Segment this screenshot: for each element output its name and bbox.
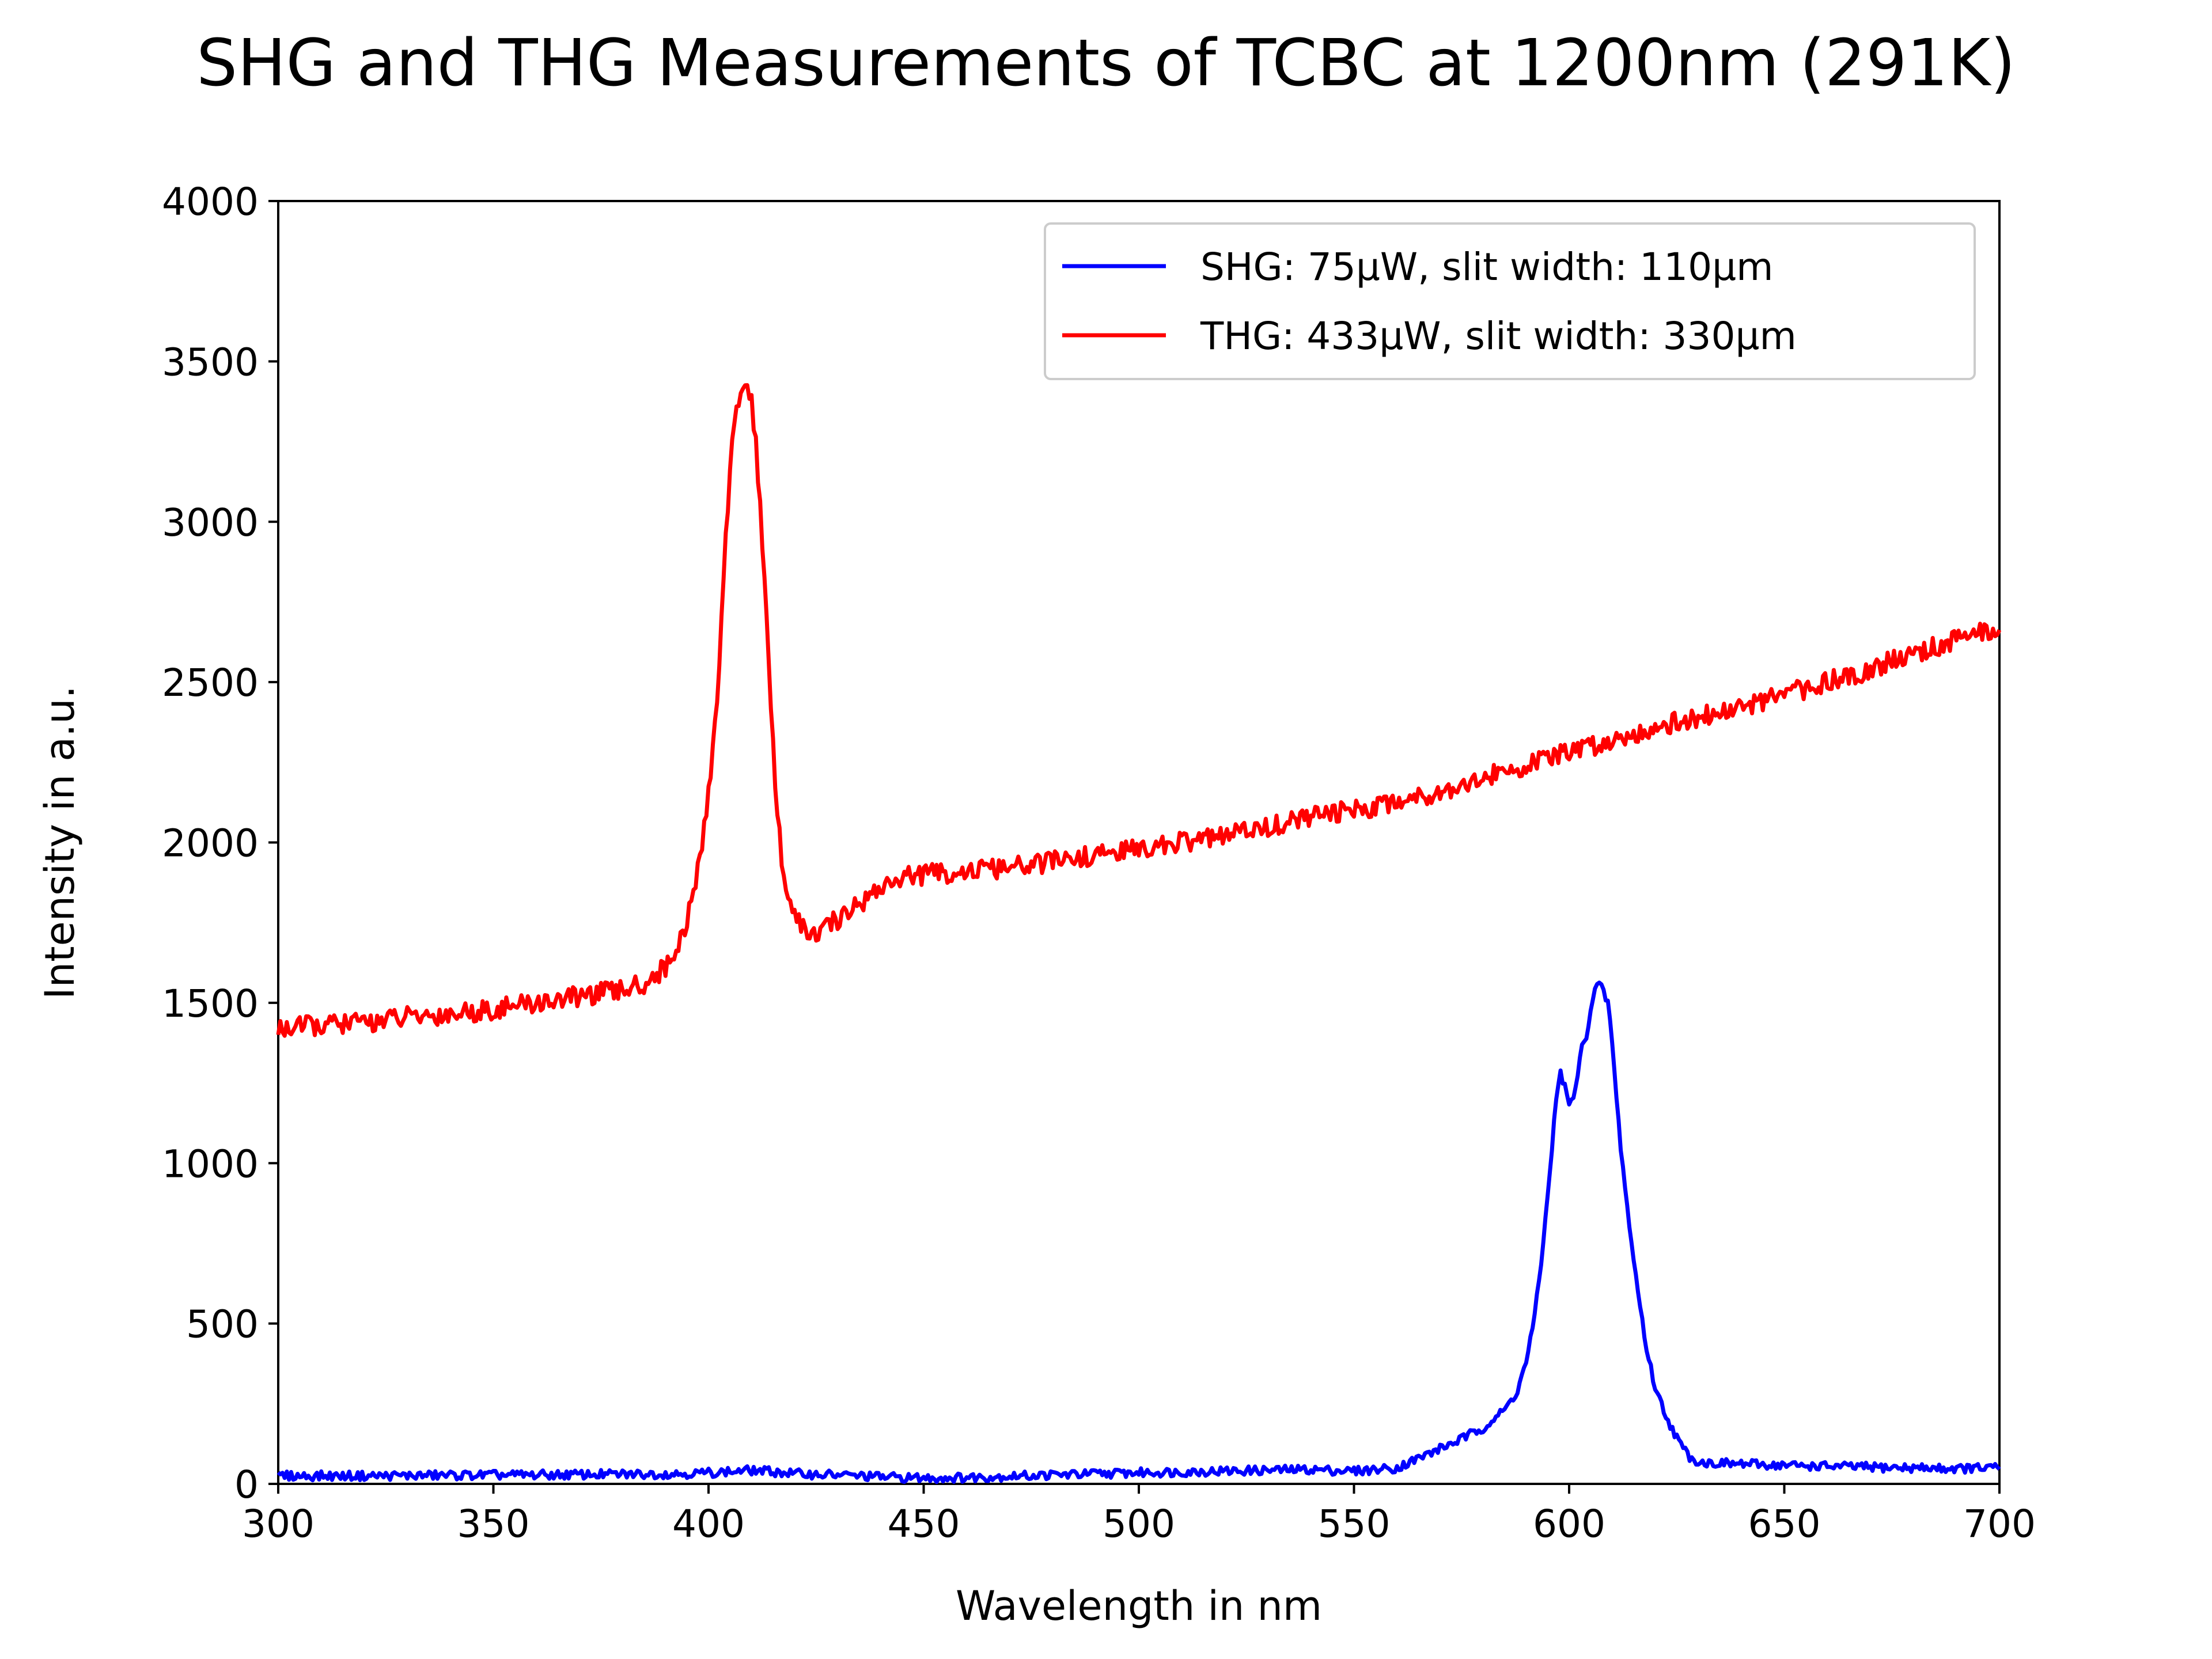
legend-box <box>1044 222 1976 380</box>
series-line-shg <box>276 980 2001 1484</box>
legend-label-shg: SHG: 75μW, slit width: 110μm <box>1200 245 1773 289</box>
x-tick-label: 300 <box>242 1502 315 1546</box>
y-tick-label: 1500 <box>162 982 259 1026</box>
y-tick-label: 2500 <box>162 661 259 705</box>
y-tick-label: 3000 <box>162 501 259 545</box>
y-tick-label: 0 <box>234 1463 259 1507</box>
series-line-thg <box>276 383 2002 1038</box>
x-axis-ticks: 300 350 400 450 500 550 600 650 700 <box>242 1484 2036 1546</box>
y-tick-label: 500 <box>186 1302 259 1347</box>
x-tick-label: 400 <box>672 1502 745 1546</box>
legend-label-thg: THG: 433μW, slit width: 330μm <box>1200 314 1797 358</box>
y-tick-label: 1000 <box>162 1142 259 1186</box>
x-tick-label: 550 <box>1318 1502 1391 1546</box>
x-tick-label: 500 <box>1103 1502 1175 1546</box>
y-tick-label: 3500 <box>162 340 259 384</box>
chart-title: SHG and THG Measurements of TCBC at 1200… <box>196 26 2016 101</box>
x-tick-label: 650 <box>1748 1502 1821 1546</box>
plot-area: 300 350 400 450 500 550 600 650 700 0 500 1000 1500… <box>162 180 2036 1546</box>
y-tick-label: 4000 <box>162 180 259 224</box>
legend: SHG: 75μW, slit width: 110μm THG: 433μW,… <box>1044 222 1976 380</box>
y-tick-label: 2000 <box>162 821 259 866</box>
series-layer <box>276 383 2002 1484</box>
x-tick-label: 600 <box>1533 1502 1605 1546</box>
x-tick-label: 350 <box>457 1502 530 1546</box>
y-axis-ticks: 0 500 1000 1500 2000 2500 3000 3500 4000 <box>162 180 278 1507</box>
y-axis-label: Intensity in a.u. <box>36 685 84 999</box>
plot-frame <box>277 200 2001 1485</box>
x-tick-label: 450 <box>888 1502 960 1546</box>
x-axis-label: Wavelength in nm <box>956 1582 1322 1630</box>
x-tick-label: 700 <box>1963 1502 2036 1546</box>
